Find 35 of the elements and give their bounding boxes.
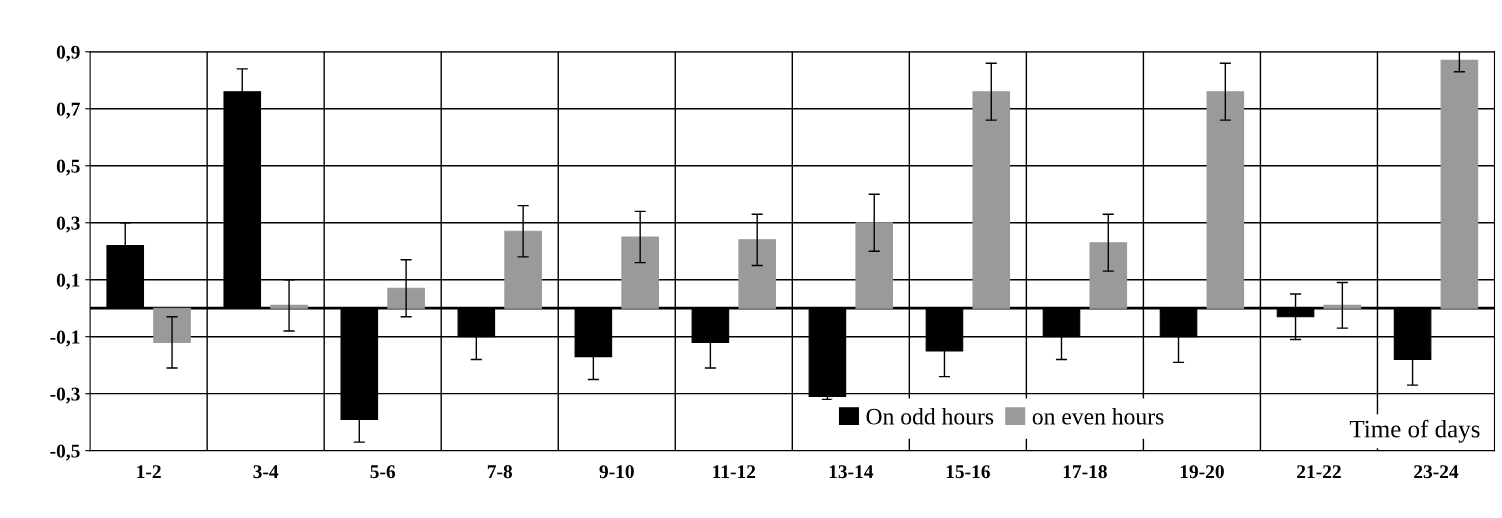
x-tick-label: 17-18: [1063, 465, 1107, 479]
x-tick-label: 21-22: [1297, 465, 1341, 479]
x-tick-label: 15-16: [946, 465, 990, 479]
y-tick-label: -0,1: [50, 330, 80, 347]
y-tick-label: -0,5: [50, 444, 80, 461]
bar: [270, 304, 308, 309]
x-tick-label: 3-4: [253, 465, 279, 479]
y-tick-label: 0,7: [56, 102, 80, 119]
bar: [1089, 242, 1128, 309]
bar: [387, 287, 425, 309]
bar: [153, 307, 191, 343]
x-tick-label: 13-14: [829, 465, 874, 479]
bar: [504, 230, 542, 309]
x-tick-label: 23-24: [1414, 465, 1459, 479]
y-tick-label: -0,3: [50, 387, 80, 404]
legend-label: on even hours: [1032, 408, 1164, 425]
bar: [855, 222, 894, 309]
legend-label: On odd hours: [866, 408, 994, 425]
x-axis-title: Time of days: [1349, 419, 1480, 443]
x-tick-label: 11-12: [713, 465, 756, 479]
bar: [621, 236, 659, 309]
x-tick-label: 1-2: [137, 465, 161, 479]
y-tick-label: 0,3: [56, 216, 80, 233]
y-tick-label: 0,1: [56, 273, 80, 290]
bar: [1323, 304, 1362, 309]
bar: [1440, 59, 1479, 309]
y-tick-label: 0,5: [56, 159, 80, 176]
y-tick-label: 0,9: [56, 45, 80, 62]
bar: [738, 239, 777, 309]
x-tick-label: 19-20: [1180, 465, 1224, 479]
bar: [972, 91, 1011, 309]
x-tick-label: 5-6: [370, 465, 396, 479]
bar: [1206, 91, 1245, 309]
x-tick-label: 7-8: [487, 465, 513, 479]
x-tick-label: 9-10: [599, 465, 634, 479]
